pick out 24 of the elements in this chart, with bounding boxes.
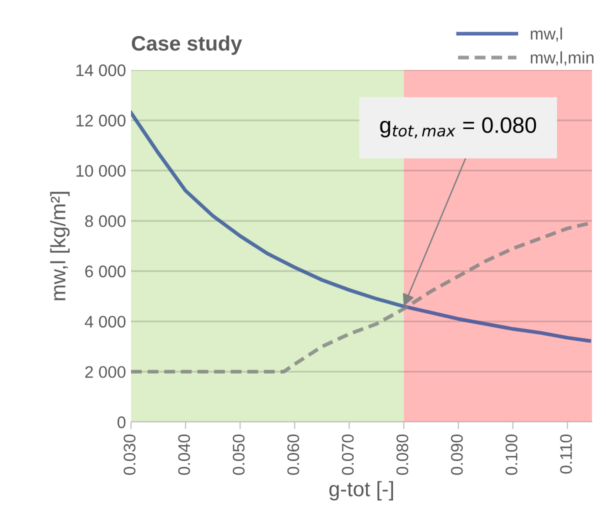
- x-tick-label: 0.050: [232, 434, 245, 475]
- y-tick-label: 0: [118, 416, 126, 428]
- y-tick-label: 4 000: [84, 316, 126, 328]
- line-series: [131, 110, 592, 343]
- y-tick-label: 8 000: [85, 215, 126, 228]
- y-tick-label: 12 000: [76, 114, 126, 126]
- legend-label: mw,l: [530, 27, 562, 42]
- x-tick-label: 0.060: [287, 434, 300, 475]
- y-tick-label: 10 000: [76, 164, 126, 177]
- chart-title: Case study: [132, 35, 242, 55]
- x-tick-label: 0.030: [124, 434, 136, 475]
- y-tick-label: 14 000: [76, 64, 126, 76]
- annotation: g$_{tot,max}$ = 0.080: [380, 117, 536, 138]
- x-tick-label: 0.070: [342, 434, 354, 475]
- x-tick-label: 0.040: [178, 434, 190, 475]
- y-tick-label: 6 000: [85, 266, 126, 278]
- x-tick-label: 0.100: [506, 434, 518, 475]
- legend-label: mw,l,min: [530, 51, 594, 66]
- x-tick-label: 0.110: [560, 434, 572, 474]
- x-tick-label: 0.080: [396, 434, 408, 475]
- y-tick-label: 2 000: [85, 366, 126, 378]
- x-axis-title: g-tot [-]: [329, 481, 394, 500]
- x-tick-label: 0.090: [451, 434, 463, 475]
- y-axis-title: mw,l [kg/m²]: [50, 192, 70, 300]
